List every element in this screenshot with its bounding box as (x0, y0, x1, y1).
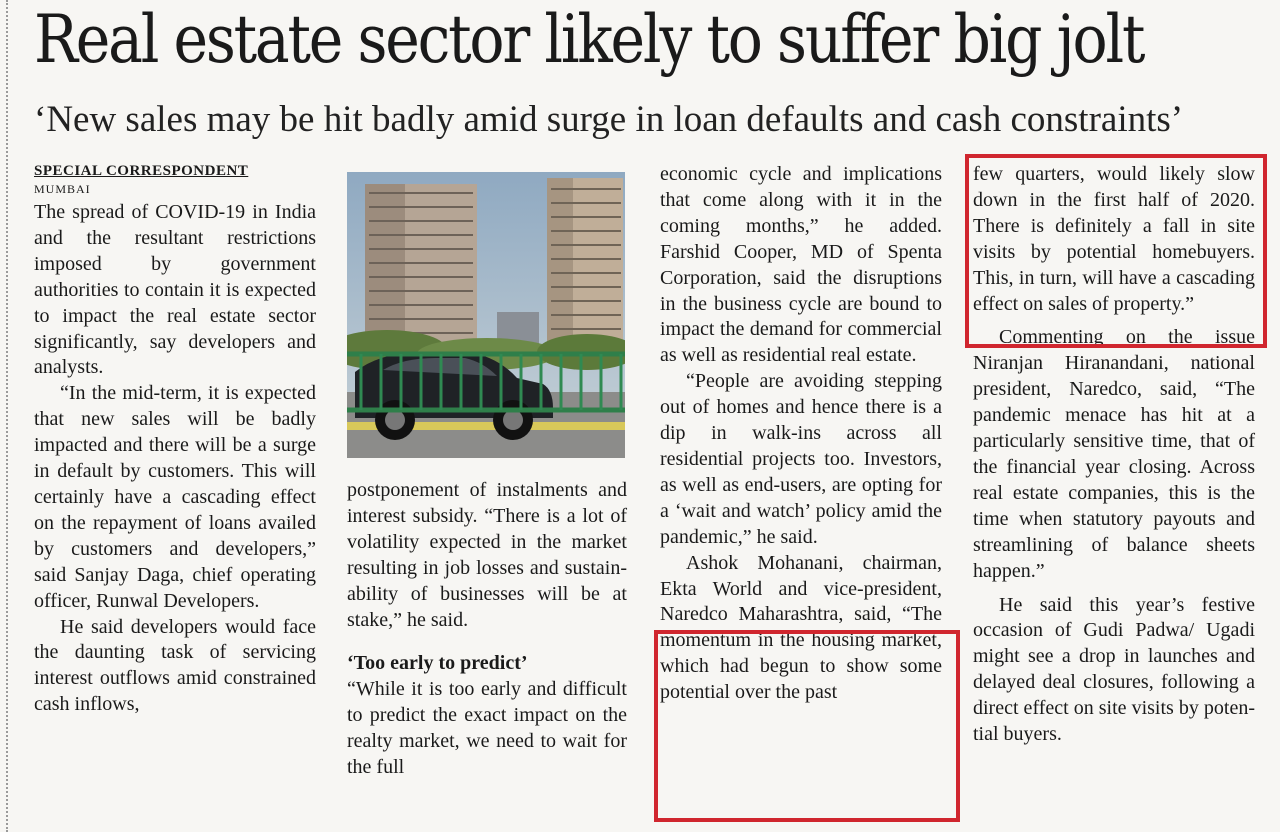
paragraph: “People are avoiding step­ping out of ho… (660, 370, 942, 548)
paragraph: economic cycle and implica­tions that co… (660, 163, 942, 367)
highlighted-paragraph: Ashok Mohanani, chair­man, Ekta World an… (660, 551, 942, 704)
paragraph: Commenting on the issue Niranjan Hiranan… (973, 326, 1255, 582)
paragraph: “While it is too early and dif­ficult to… (347, 678, 627, 779)
crosshead: ‘Too early to predict’ (347, 652, 528, 675)
highlight-box-quote-mohanani (654, 630, 960, 822)
photo-buildings-car (347, 172, 625, 458)
article-photo (347, 172, 625, 458)
article-column-3: economic cycle and implica­tions that co… (660, 162, 942, 706)
paragraph: The spread of COVID-19 in India and the … (34, 201, 316, 379)
paragraph: He said this year’s festive occasion of … (973, 593, 1255, 746)
byline: SPECIAL CORRESPONDENT (34, 163, 249, 179)
paragraph: postponement of instal­ments and interes… (347, 479, 627, 631)
highlight-box-quote-continued (965, 154, 1267, 348)
article-column-4: few quarters, would likely slow down in … (973, 162, 1255, 748)
dateline: MUMBAI (34, 182, 91, 196)
paragraph: “In the mid-term, it is ex­pected that n… (34, 382, 316, 612)
cut-edge-divider (6, 0, 8, 832)
paragraph: He said developers would face the daunti… (34, 615, 316, 716)
subheadline: ‘New sales may be hit badly amid surge i… (34, 99, 1184, 140)
highlighted-paragraph: few quarters, would likely slow down in … (973, 163, 1255, 315)
article-column-1: SPECIAL CORRESPONDENT MUMBAI The spread … (34, 162, 316, 718)
headline: Real estate sector likely to suffer big … (34, 1, 1145, 78)
article-column-2: postponement of instal­ments and interes… (347, 478, 627, 781)
